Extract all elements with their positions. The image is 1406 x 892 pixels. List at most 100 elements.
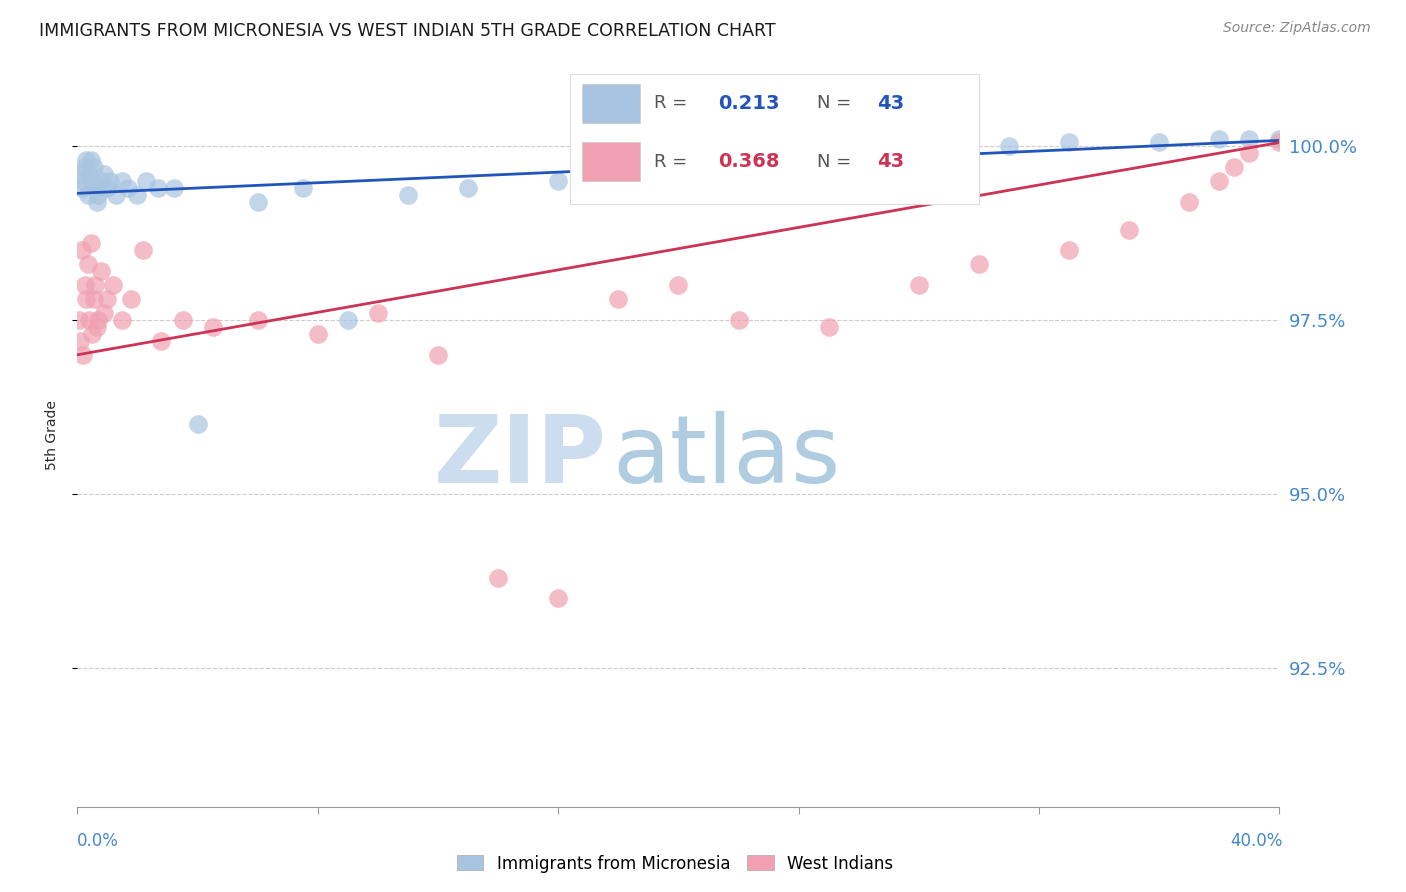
- Point: [1057, 244, 1080, 258]
- Point: [70, 244, 93, 258]
- Point: [84, 180, 107, 194]
- Text: 43: 43: [877, 152, 904, 171]
- Point: [486, 570, 509, 584]
- Text: Source: ZipAtlas.com: Source: ZipAtlas.com: [1223, 21, 1371, 35]
- Point: [135, 174, 157, 188]
- Point: [132, 244, 155, 258]
- Point: [150, 334, 173, 348]
- Point: [127, 187, 149, 202]
- Point: [187, 417, 209, 432]
- Point: [607, 292, 630, 306]
- Point: [1223, 160, 1246, 174]
- Text: N =: N =: [817, 95, 856, 112]
- Point: [83, 292, 105, 306]
- Point: [93, 306, 115, 320]
- Point: [73, 160, 96, 174]
- Point: [82, 174, 104, 188]
- Text: 0.213: 0.213: [718, 94, 779, 113]
- Point: [72, 348, 94, 362]
- Point: [86, 320, 108, 334]
- Point: [70, 180, 93, 194]
- Point: [100, 174, 122, 188]
- Point: [90, 174, 112, 188]
- Text: ZIP: ZIP: [433, 411, 606, 503]
- Point: [86, 194, 108, 209]
- Point: [201, 320, 224, 334]
- Point: [291, 180, 314, 194]
- Text: 0.0%: 0.0%: [77, 831, 120, 849]
- Text: N =: N =: [817, 153, 856, 170]
- Text: atlas: atlas: [612, 411, 841, 503]
- Legend: Immigrants from Micronesia, West Indians: Immigrants from Micronesia, West Indians: [450, 848, 900, 880]
- Point: [547, 591, 569, 606]
- Y-axis label: 5th Grade: 5th Grade: [45, 400, 59, 470]
- Point: [69, 334, 91, 348]
- Point: [1208, 174, 1230, 188]
- Point: [84, 278, 107, 293]
- Point: [79, 167, 101, 181]
- Point: [727, 153, 749, 167]
- Point: [83, 160, 105, 174]
- Point: [1149, 136, 1171, 150]
- Point: [367, 306, 389, 320]
- Text: 0.368: 0.368: [718, 152, 779, 171]
- Point: [117, 180, 139, 194]
- Text: 43: 43: [877, 94, 904, 113]
- Point: [90, 264, 112, 278]
- Point: [93, 167, 115, 181]
- Point: [727, 313, 749, 327]
- Point: [73, 278, 96, 293]
- Point: [877, 145, 900, 160]
- Point: [427, 348, 450, 362]
- Bar: [582, 84, 640, 123]
- Point: [607, 167, 630, 181]
- Point: [457, 180, 479, 194]
- Point: [668, 160, 690, 174]
- Point: [105, 187, 128, 202]
- Point: [817, 320, 839, 334]
- Bar: [571, 74, 979, 204]
- Point: [72, 174, 94, 188]
- Point: [1268, 136, 1291, 150]
- Point: [1268, 132, 1291, 146]
- Point: [80, 236, 103, 251]
- Point: [82, 326, 104, 341]
- Point: [76, 257, 98, 271]
- Point: [96, 292, 118, 306]
- Point: [162, 180, 184, 194]
- Point: [111, 174, 134, 188]
- Point: [172, 313, 194, 327]
- Text: R =: R =: [654, 153, 693, 170]
- Point: [1178, 194, 1201, 209]
- Point: [1239, 145, 1261, 160]
- Text: 40.0%: 40.0%: [1230, 831, 1282, 849]
- Point: [547, 174, 569, 188]
- Point: [967, 257, 990, 271]
- Point: [307, 326, 329, 341]
- Point: [938, 139, 960, 153]
- Point: [75, 153, 97, 167]
- Point: [80, 153, 103, 167]
- Point: [1118, 222, 1140, 236]
- Point: [998, 139, 1021, 153]
- Point: [817, 153, 839, 167]
- Text: R =: R =: [654, 95, 693, 112]
- Point: [67, 313, 90, 327]
- Point: [908, 278, 931, 293]
- Point: [1239, 132, 1261, 146]
- Point: [103, 278, 125, 293]
- Point: [246, 194, 269, 209]
- Point: [1208, 132, 1230, 146]
- Point: [396, 187, 419, 202]
- Text: IMMIGRANTS FROM MICRONESIA VS WEST INDIAN 5TH GRADE CORRELATION CHART: IMMIGRANTS FROM MICRONESIA VS WEST INDIA…: [39, 22, 776, 40]
- Point: [148, 180, 170, 194]
- Point: [79, 313, 101, 327]
- Point: [246, 313, 269, 327]
- Point: [75, 292, 97, 306]
- Bar: [582, 142, 640, 181]
- Point: [120, 292, 142, 306]
- Point: [111, 313, 134, 327]
- Point: [336, 313, 359, 327]
- Point: [87, 187, 110, 202]
- Point: [96, 180, 118, 194]
